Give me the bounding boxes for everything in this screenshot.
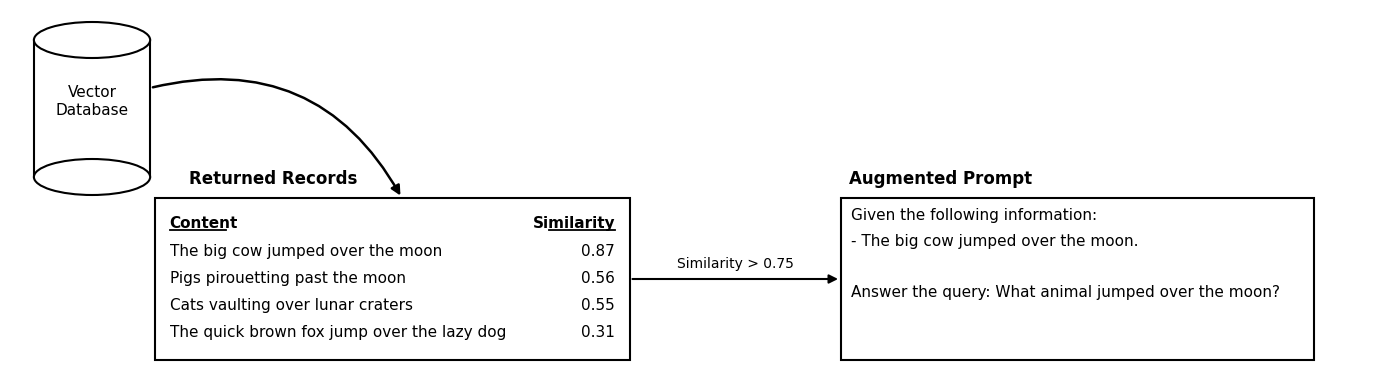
Text: Given the following information:
- The big cow jumped over the moon.

Answer the: Given the following information: - The b… (850, 208, 1280, 300)
Bar (155, 198, 630, 360)
Text: Content: Content (169, 216, 238, 231)
Text: 0.55: 0.55 (582, 298, 615, 313)
Text: 0.56: 0.56 (581, 271, 615, 286)
Bar (841, 198, 1314, 360)
Text: The big cow jumped over the moon: The big cow jumped over the moon (169, 244, 442, 259)
Ellipse shape (34, 159, 150, 195)
Text: Returned Records: Returned Records (189, 170, 358, 188)
Text: 0.87: 0.87 (582, 244, 615, 259)
Text: Augmented Prompt: Augmented Prompt (849, 170, 1032, 188)
Text: Pigs pirouetting past the moon: Pigs pirouetting past the moon (169, 271, 406, 286)
Bar (34, 40, 150, 177)
Text: The quick brown fox jump over the lazy dog: The quick brown fox jump over the lazy d… (169, 325, 506, 340)
Ellipse shape (34, 22, 150, 58)
Text: 0.31: 0.31 (581, 325, 615, 340)
Text: Similarity: Similarity (533, 216, 615, 231)
Text: Similarity > 0.75: Similarity > 0.75 (677, 257, 794, 271)
Text: Cats vaulting over lunar craters: Cats vaulting over lunar craters (169, 298, 413, 313)
Text: Vector
Database: Vector Database (55, 85, 128, 118)
